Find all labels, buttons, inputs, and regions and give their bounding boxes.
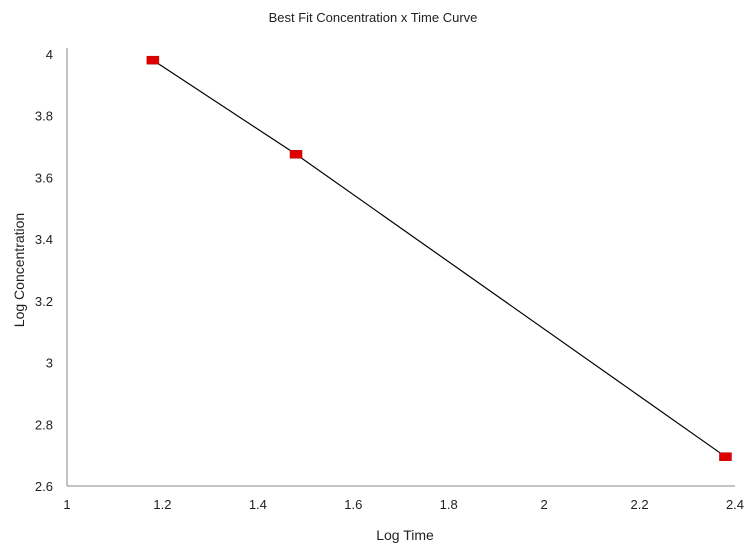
x-tick-label: 2.2	[631, 497, 649, 512]
x-tick-label: 1.2	[153, 497, 171, 512]
chart-title: Best Fit Concentration x Time Curve	[269, 10, 478, 25]
best-fit-line	[152, 59, 726, 458]
x-tick-label: 1.6	[344, 497, 362, 512]
y-tick-label: 2.8	[35, 417, 53, 432]
data-points	[146, 55, 732, 461]
y-tick-label: 3	[46, 356, 53, 371]
x-tick-label: 2.4	[726, 497, 744, 512]
data-point-1	[146, 55, 160, 65]
y-tick-label: 3.8	[35, 109, 53, 124]
x-tick-label: 2	[541, 497, 548, 512]
x-tick-labels: 1 1.2 1.4 1.6 1.8 2 2.2 2.4	[63, 497, 744, 512]
data-point-3	[719, 452, 732, 461]
y-tick-labels: 2.6 2.8 3 3.2 3.4 3.6 3.8 4	[35, 47, 53, 494]
x-axis-label: Log Time	[376, 527, 434, 543]
x-tick-label: 1.4	[249, 497, 267, 512]
y-tick-label: 3.4	[35, 232, 53, 247]
x-tick-label: 1.8	[440, 497, 458, 512]
y-tick-label: 4	[46, 47, 53, 62]
y-tick-label: 3.2	[35, 294, 53, 309]
y-tick-label: 2.6	[35, 479, 53, 494]
y-tick-label: 3.6	[35, 170, 53, 185]
x-tick-label: 1	[63, 497, 70, 512]
y-axis-label: Log Concentration	[11, 213, 27, 327]
data-point-2	[289, 150, 303, 159]
